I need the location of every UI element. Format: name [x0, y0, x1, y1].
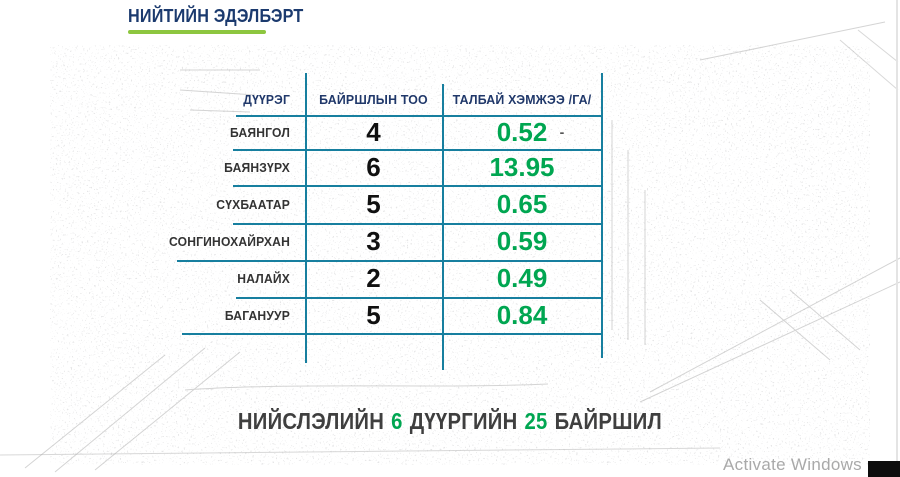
- table-gridline-vertical-1: [305, 73, 307, 363]
- table-header-row: ДҮҮРЭГ БАЙРШЛЫН ТОО ТАЛБАЙ ХЭМЖЭЭ /ГА/: [0, 81, 900, 117]
- caption-text: ДҮҮРГИЙН: [409, 408, 518, 434]
- activate-windows-watermark: Activate Windows: [723, 455, 862, 474]
- column-header-location-count: БАЙРШЛЫН ТОО: [319, 91, 428, 107]
- location-count: 4: [366, 116, 381, 147]
- table-gridline-vertical-2: [442, 84, 444, 370]
- area-value: 0.52: [496, 116, 548, 147]
- area-value: 0.65: [496, 188, 548, 219]
- table-row: БАГАНУУР 5 0.84: [0, 297, 900, 333]
- table-row: СОНГИНОХАЙРХАН 3 0.59: [0, 223, 900, 260]
- table-gridline-row-4: [177, 260, 602, 262]
- black-corner-artifact: [868, 461, 900, 477]
- table-row: СҮХБААТАР 5 0.65: [0, 185, 900, 223]
- caption-text: БАЙРШИЛ: [554, 408, 663, 434]
- district-name: СҮХБААТАР: [216, 196, 290, 212]
- table-row: БАЯНЗҮРХ 6 13.95: [0, 149, 900, 185]
- table-gridline-row-3: [233, 223, 602, 225]
- area-value: 0.59: [496, 226, 548, 256]
- title-underline: [128, 30, 266, 34]
- column-header-district: ДҮҮРЭГ: [243, 91, 290, 107]
- caption-text: НИЙСЛЭЛИЙН: [237, 408, 385, 434]
- area-value: 13.95: [489, 151, 555, 182]
- table-gridline-vertical-3: [601, 73, 603, 358]
- slide-title: НИЙТИЙН ЭДЭЛБЭРТ: [128, 6, 304, 26]
- stray-dash-mark: -: [559, 124, 565, 140]
- summary-caption: НИЙСЛЭЛИЙН 6 ДҮҮРГИЙН 25 БАЙРШИЛ: [0, 408, 900, 435]
- table-gridline-row-5: [236, 297, 602, 299]
- district-name: БАЯНЗҮРХ: [224, 159, 290, 175]
- area-value: 0.84: [496, 299, 548, 330]
- district-name: БАЯНГОЛ: [230, 124, 290, 140]
- location-count: 5: [366, 299, 381, 330]
- area-value: 0.49: [496, 263, 548, 293]
- location-count: 2: [366, 263, 381, 293]
- table-gridline-row-1: [233, 149, 602, 151]
- location-count: 3: [366, 226, 381, 256]
- table-row: БАЯНГОЛ 4 0.52 -: [0, 115, 900, 149]
- caption-location-count: 25: [524, 408, 548, 434]
- location-count: 6: [366, 151, 381, 182]
- column-header-area: ТАЛБАЙ ХЭМЖЭЭ /ГА/: [452, 91, 592, 107]
- district-name: СОНГИНОХАЙРХАН: [168, 234, 290, 249]
- district-name: НАЛАЙХ: [237, 271, 290, 286]
- table-gridline-row-2: [233, 185, 602, 187]
- screen-edge-shadow: [896, 0, 898, 477]
- table-gridline-bottom: [182, 333, 602, 335]
- table-row: НАЛАЙХ 2 0.49: [0, 260, 900, 297]
- location-count: 5: [366, 188, 381, 219]
- table-gridline-header: [236, 115, 602, 117]
- caption-district-count: 6: [391, 408, 403, 434]
- district-name: БАГАНУУР: [224, 307, 290, 323]
